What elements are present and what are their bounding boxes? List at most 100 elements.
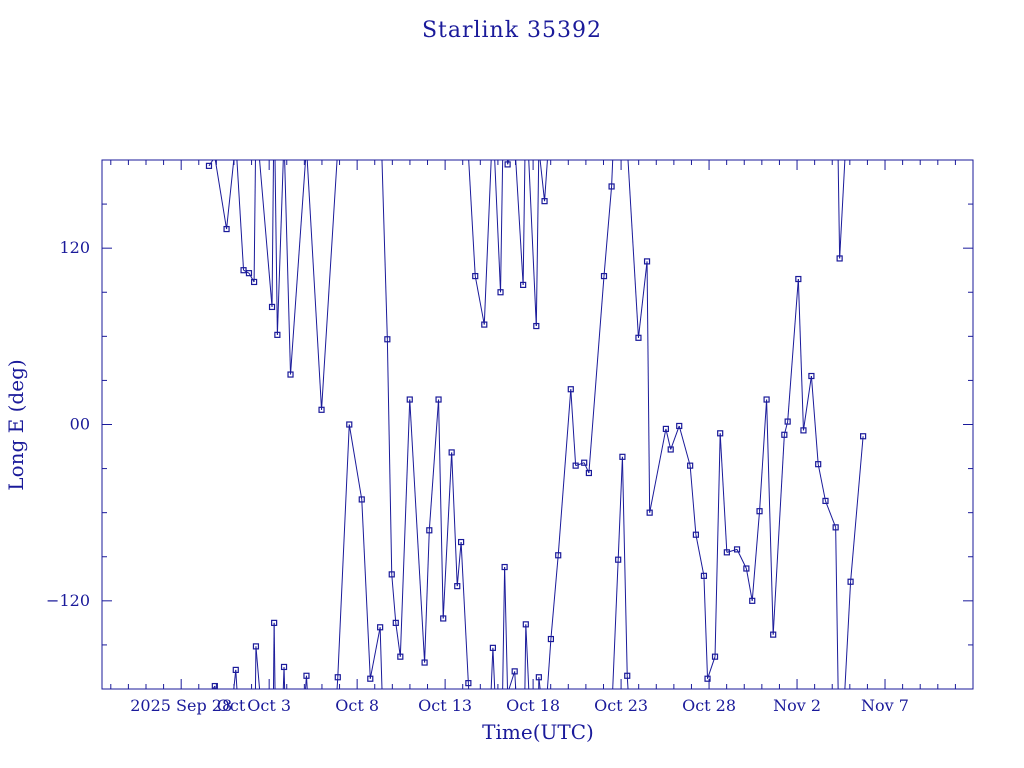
series-segment — [271, 160, 274, 307]
series-segment — [612, 559, 619, 689]
series-segment — [248, 272, 255, 283]
data-point — [733, 546, 741, 553]
series-segment — [273, 622, 276, 689]
data-point — [692, 531, 700, 538]
data-point — [860, 433, 867, 440]
data-point — [205, 162, 213, 169]
x-tick-label: Oct 23 — [594, 696, 648, 715]
series-segment — [539, 160, 546, 202]
data-point — [280, 663, 288, 671]
series-segment — [381, 160, 388, 340]
data-point — [723, 549, 730, 556]
x-tick-label: Oct 18 — [506, 696, 560, 715]
data-point — [600, 272, 608, 280]
x-tick-label: Nov 2 — [773, 696, 821, 715]
data-point — [504, 161, 511, 168]
data-point — [346, 421, 353, 428]
data-point — [756, 508, 763, 515]
series-segment — [386, 339, 393, 575]
data-point — [421, 659, 428, 666]
series-segment — [719, 433, 728, 553]
data-point — [836, 255, 843, 262]
data-point — [847, 578, 854, 585]
data-point — [392, 619, 399, 626]
series-segment — [391, 574, 397, 623]
data-point — [667, 446, 674, 453]
data-point — [608, 183, 615, 190]
series-segment — [714, 433, 721, 657]
series-segment — [253, 160, 256, 282]
series-segment — [283, 666, 286, 689]
series-segment — [797, 279, 804, 431]
series-segment — [588, 276, 605, 474]
data-point — [704, 675, 711, 682]
data-point — [770, 631, 777, 638]
data-point — [489, 644, 496, 651]
data-point — [717, 430, 724, 437]
data-point — [303, 672, 310, 679]
data-point — [711, 653, 719, 660]
series-segment — [424, 530, 430, 663]
series-segment — [670, 425, 680, 450]
data-point — [555, 552, 562, 559]
series-segment — [802, 375, 812, 431]
series-segment — [617, 456, 623, 560]
data-point — [274, 331, 281, 338]
data-point — [800, 427, 807, 434]
data-point — [501, 563, 508, 571]
series-segment — [703, 575, 709, 679]
series-segment — [525, 624, 530, 689]
series-segment — [348, 424, 363, 500]
series-segment — [522, 160, 526, 285]
series-segment — [290, 160, 307, 375]
data-point — [541, 198, 548, 205]
series-segment — [502, 567, 506, 689]
x-tick-label: Oct 8 — [335, 696, 379, 715]
data-point — [567, 386, 574, 393]
series-segment — [772, 434, 785, 635]
data-point — [406, 396, 413, 403]
series-segment — [695, 534, 705, 576]
series-segment — [483, 160, 492, 325]
series-segment — [678, 425, 691, 466]
series-segment — [707, 656, 716, 679]
series-segment — [689, 465, 697, 535]
series-segment — [442, 452, 453, 619]
series-segment — [399, 399, 411, 657]
series-segment — [255, 646, 261, 689]
series-segment — [825, 500, 837, 528]
data-point — [646, 509, 653, 516]
series-segment — [500, 160, 504, 293]
series-segment — [546, 639, 552, 689]
data-point — [535, 674, 542, 681]
data-point — [358, 496, 365, 503]
chart-title: Starlink 35392 — [422, 18, 602, 43]
series-segment — [236, 160, 245, 271]
series-segment — [321, 160, 338, 410]
series-segment — [787, 278, 799, 422]
data-point — [547, 635, 555, 643]
series-segment — [649, 428, 667, 513]
series-segment — [637, 261, 648, 338]
data-point — [585, 469, 592, 477]
series-segment — [817, 464, 826, 502]
data-point — [232, 666, 239, 673]
data-point — [784, 418, 791, 425]
data-point — [808, 372, 815, 380]
series-segment — [494, 160, 502, 293]
series-segment — [557, 389, 572, 556]
data-point — [458, 538, 465, 546]
y-tick-label: 00 — [70, 415, 90, 434]
series-segment — [646, 261, 651, 513]
series-segment — [844, 581, 852, 689]
series-segment — [492, 647, 496, 689]
series-segment — [438, 399, 444, 619]
data-point — [662, 425, 669, 433]
series-segment — [337, 424, 350, 678]
series-segment — [544, 160, 548, 202]
x-axis-label: Time(UTC) — [482, 720, 594, 744]
series-segment — [235, 669, 238, 689]
data-point — [832, 524, 839, 531]
series-segment — [379, 627, 383, 689]
series-segment — [766, 399, 774, 635]
